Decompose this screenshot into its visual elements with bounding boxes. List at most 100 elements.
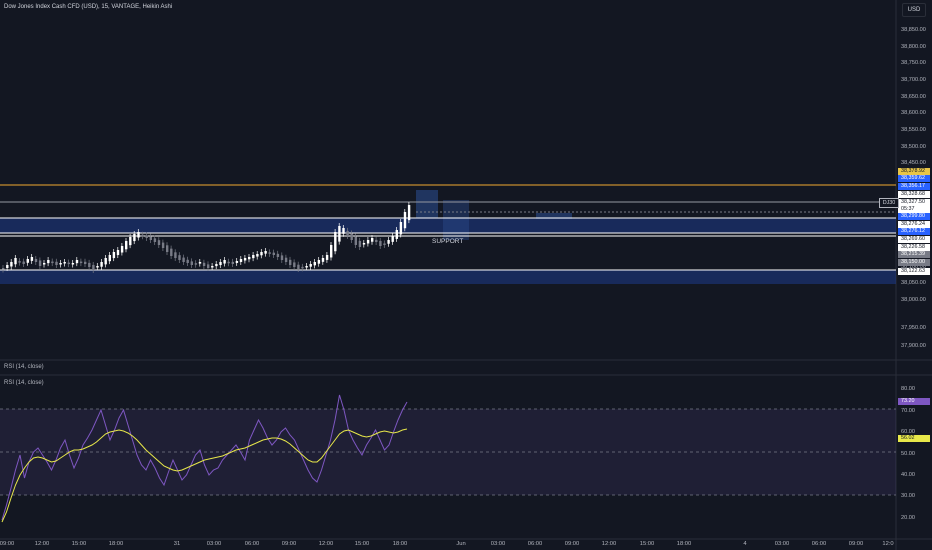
candle-body <box>149 236 152 240</box>
time-axis-label: 06:00 <box>811 541 827 547</box>
candle-body <box>6 265 9 268</box>
price-tag: 38,327.50 <box>898 199 930 206</box>
price-axis-label: 37,950.00 <box>901 325 926 331</box>
candle-body <box>387 240 390 244</box>
rsi-axis-label: 60.00 <box>901 429 915 435</box>
rsi-value-tag: 73.20 <box>898 398 930 405</box>
time-axis-label: 15:00 <box>639 541 655 547</box>
candle-body <box>235 261 239 263</box>
candle-body <box>239 259 243 262</box>
candle-body <box>371 238 374 242</box>
candle-body <box>289 259 292 265</box>
time-axis-label: 09:00 <box>564 541 580 547</box>
candle-body <box>104 258 107 265</box>
price-tag: 05:37 <box>898 206 930 213</box>
candle-body <box>375 239 378 242</box>
candle-body <box>362 243 366 245</box>
candle-body <box>252 255 255 259</box>
time-axis-label: 15:00 <box>71 541 87 547</box>
price-tag: 38,226.58 <box>898 244 930 251</box>
candle-body <box>313 262 316 266</box>
price-tag: 38,269.60 <box>898 236 930 243</box>
candle-body <box>399 222 403 235</box>
candle-body <box>38 260 42 266</box>
candle-body <box>334 232 337 252</box>
price-axis-label: 38,100.00 <box>901 264 926 270</box>
candle-body <box>133 234 136 242</box>
candle-body <box>174 252 177 258</box>
candle-body <box>231 261 234 264</box>
candle-body <box>47 260 50 264</box>
price-axis-label: 38,750.00 <box>901 60 926 66</box>
projection-box <box>443 200 469 240</box>
candle-body <box>207 264 210 268</box>
candle-body <box>325 255 329 260</box>
candle-body <box>346 230 349 236</box>
candle-body <box>301 266 304 269</box>
time-axis-label: 31 <box>173 541 181 547</box>
candle-body <box>145 235 148 238</box>
currency-button[interactable]: USD <box>902 3 926 17</box>
time-axis-label: 09:00 <box>848 541 864 547</box>
time-axis-label: 06:00 <box>527 541 543 547</box>
candle-body <box>317 260 321 264</box>
price-tag: 38,276.24 <box>898 221 930 228</box>
price-axis-label: 38,550.00 <box>901 127 926 133</box>
projection-box <box>416 190 438 218</box>
rsi-axis-label: 40.00 <box>901 472 915 478</box>
candle-body <box>354 236 357 245</box>
candle-body <box>18 261 21 263</box>
candle-body <box>92 264 95 270</box>
candle-body <box>26 259 29 263</box>
candle-body <box>280 255 284 260</box>
candle-body <box>350 233 353 240</box>
time-axis-label: 09:00 <box>0 541 15 547</box>
time-axis-label: 12:00 <box>318 541 334 547</box>
time-axis-label: 18:00 <box>676 541 692 547</box>
price-tag: 38,215.39 <box>898 251 930 258</box>
candle-body <box>10 262 13 267</box>
chart-title: Dow Jones Index Cash CFD (USD), 15, VANT… <box>4 4 173 10</box>
rsi-axis-label: 30.00 <box>901 493 915 499</box>
price-axis-label: 38,600.00 <box>901 110 926 116</box>
time-axis-label: Jun <box>456 541 466 547</box>
price-tag: 38,356.17 <box>898 183 930 190</box>
rsi-line <box>1 394 408 521</box>
rsi-ma-value-tag: 56.02 <box>898 435 930 442</box>
candle-body <box>59 263 62 265</box>
time-axis-label: 4 <box>743 541 747 547</box>
candle-body <box>166 245 169 252</box>
projection-box <box>536 213 572 219</box>
candle-body <box>338 226 341 242</box>
candle-body <box>79 261 83 264</box>
candle-body <box>219 262 222 266</box>
price-axis-label: 38,650.00 <box>901 94 926 100</box>
candle-body <box>120 246 124 253</box>
candle-body <box>116 250 120 256</box>
price-tag: 38,378.92 <box>898 168 930 175</box>
time-axis-label: 12:00 <box>34 541 50 547</box>
candle-body <box>112 252 116 259</box>
candle-body <box>227 261 230 264</box>
candle-body <box>321 258 325 262</box>
price-tag: 38,122.63 <box>898 268 930 275</box>
candle-body <box>67 262 70 265</box>
candle-body <box>43 263 46 265</box>
time-axis-label: 12:0 <box>882 541 894 547</box>
price-axis-label: 38,450.00 <box>901 160 926 166</box>
candle-body <box>248 257 251 260</box>
rsi-axis-label: 20.00 <box>901 515 915 521</box>
candle-body <box>129 237 132 246</box>
rsi-pane-title: RSI (14, close) <box>4 364 44 370</box>
candle-body <box>178 255 181 260</box>
candle-body <box>395 230 398 239</box>
candle-body <box>71 263 75 265</box>
time-axis-label: 03:00 <box>490 541 506 547</box>
candle-body <box>137 232 140 238</box>
price-axis-label: 38,500.00 <box>901 144 926 150</box>
candle-body <box>34 258 38 262</box>
time-axis-label: 18:00 <box>392 541 408 547</box>
support-zone <box>0 270 896 284</box>
candle-body <box>182 257 185 262</box>
